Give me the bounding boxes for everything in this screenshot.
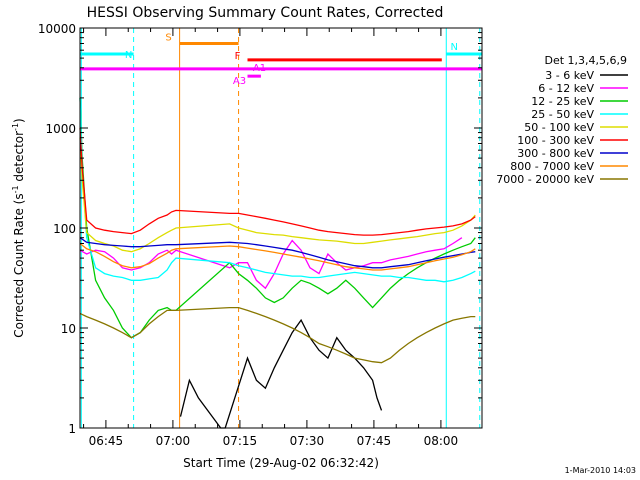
series-line-4 [79, 97, 476, 283]
series-line-8 [79, 242, 476, 271]
flag-label: S [165, 32, 171, 43]
date-stamp: 1-Mar-2010 14:03 [565, 466, 636, 475]
y-tick-label: 1 [68, 422, 76, 436]
legend-label: 3 - 6 keV [545, 69, 594, 82]
legend-label: 300 - 800 keV [517, 147, 594, 160]
series-line-6 [79, 127, 476, 236]
y-axis-label-end: ) [12, 118, 26, 123]
series-line-7 [79, 237, 476, 269]
y-axis-label-exp1: -1 [11, 185, 20, 193]
plot-area: N N S F A1 A3 [79, 28, 482, 429]
series-line-9 [79, 306, 476, 364]
legend-label: 100 - 300 keV [517, 134, 594, 147]
legend-title: Det 1,3,4,5,6,9 [544, 54, 627, 67]
y-tick-label: 1000 [45, 122, 76, 136]
x-axis: 06:45 07:00 07:15 07:30 07:45 08:00 [83, 28, 459, 448]
legend-label: 7000 - 20000 keV [496, 173, 594, 186]
x-tick-label: 07:30 [290, 434, 325, 448]
y-axis-label: Corrected Count Rate (s-1 detector-1) [11, 118, 26, 337]
x-tick-label: 07:45 [357, 434, 392, 448]
x-tick-label: 07:15 [223, 434, 258, 448]
y-tick-label: 10000 [38, 22, 76, 36]
flag-label: A3 [233, 76, 246, 87]
y-axis-label-mid: detector [12, 131, 26, 186]
y-axis-label-exp2: -1 [11, 123, 20, 131]
legend-label: 25 - 50 keV [531, 108, 594, 121]
legend-label: 800 - 7000 keV [510, 160, 594, 173]
x-tick-label: 07:00 [156, 434, 191, 448]
y-tick-label: 100 [53, 222, 76, 236]
series-line-5 [79, 137, 476, 253]
y-axis-label-main: Corrected Count Rate (s [12, 193, 26, 337]
legend-label: 50 - 100 keV [524, 121, 594, 134]
legend-label: 6 - 12 keV [538, 82, 594, 95]
flag-label: N [125, 50, 132, 61]
x-tick-label: 08:00 [424, 434, 459, 448]
x-tick-label: 06:45 [89, 434, 124, 448]
series-line-2 [79, 237, 463, 290]
flag-label: N [451, 42, 458, 53]
y-axis: 1 10 100 1000 10000 [38, 22, 482, 436]
x-axis-label: Start Time (29-Aug-02 06:32:42) [183, 456, 379, 470]
legend-label: 12 - 25 keV [531, 95, 594, 108]
chart-title: HESSI Observing Summary Count Rates, Cor… [87, 5, 444, 21]
y-tick-label: 10 [61, 322, 76, 336]
flag-label: A1 [253, 63, 266, 74]
flag-label: F [235, 51, 241, 62]
